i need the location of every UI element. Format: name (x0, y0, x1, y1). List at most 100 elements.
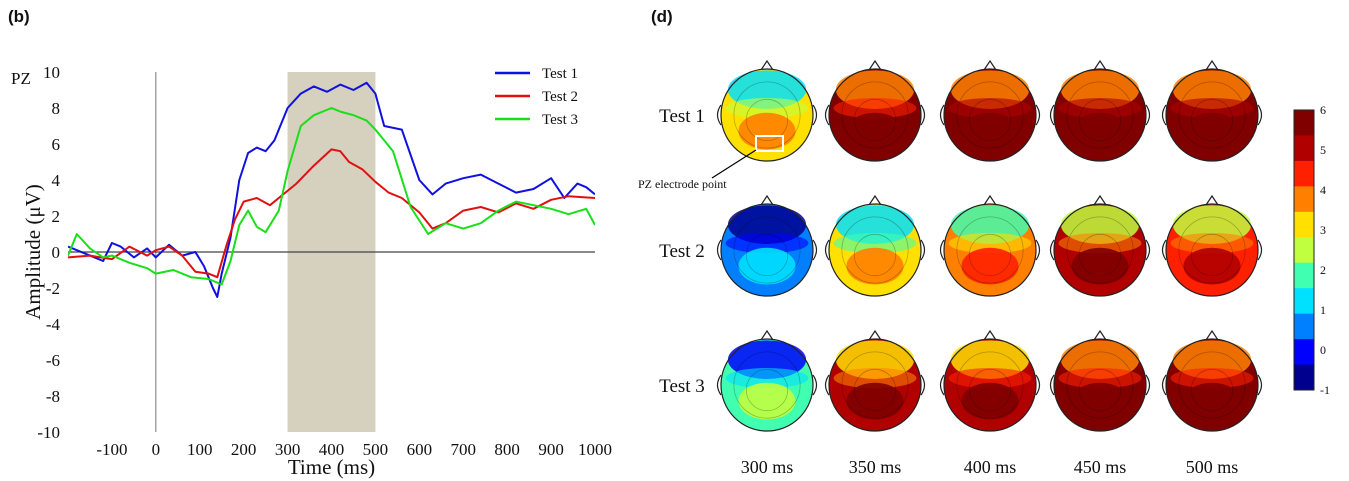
contour-line (1078, 233, 1122, 277)
scalp-outline (828, 68, 922, 162)
colorbar-segment (1294, 211, 1314, 238)
parietal-core (961, 382, 1019, 420)
contour-line (853, 98, 897, 142)
ear-left (824, 239, 830, 261)
contour-line (1190, 233, 1234, 277)
x-tick-label: 900 (538, 440, 564, 459)
ear-left (1049, 104, 1055, 126)
ear-right (1035, 374, 1041, 396)
scalp-outline (720, 338, 814, 432)
nose (1205, 194, 1219, 206)
parietal-core (1071, 112, 1129, 150)
nose (868, 194, 882, 206)
legend-label-1: Test 1 (542, 66, 578, 82)
scalp-outline (720, 68, 814, 162)
nose (760, 59, 774, 71)
nose (1093, 329, 1107, 341)
x-tick-label: 0 (152, 440, 161, 459)
ear-right (920, 374, 926, 396)
contour-line (1066, 81, 1134, 149)
y-tick-label: -2 (46, 279, 60, 298)
nose (983, 59, 997, 71)
nose (868, 59, 882, 71)
scalp-map (1161, 329, 1263, 432)
colorbar-tick-label: 4 (1320, 183, 1326, 197)
y-tick-label: 2 (52, 207, 61, 226)
central-band (948, 232, 1032, 254)
contour-line (956, 216, 1024, 284)
y-tick-label: -6 (46, 351, 60, 370)
colorbar-segment (1294, 313, 1314, 340)
row-label-2: Test 2 (659, 241, 705, 262)
central-band (1058, 232, 1142, 254)
central-band (725, 97, 809, 119)
scalp-outline (828, 203, 922, 297)
parietal-core (1183, 247, 1241, 285)
y-tick-label: 4 (52, 171, 61, 190)
central-band (725, 232, 809, 254)
nose (868, 329, 882, 341)
y-tick-label: -4 (46, 315, 61, 334)
contour-line (841, 351, 909, 419)
central-band (725, 367, 809, 389)
parietal-core (1183, 382, 1241, 420)
central-band (833, 97, 917, 119)
x-tick-label: 700 (451, 440, 477, 459)
ear-left (1161, 239, 1167, 261)
contour-line (853, 368, 897, 412)
ear-right (1257, 104, 1263, 126)
scalp-map (824, 194, 926, 297)
ear-right (812, 104, 818, 126)
colorbar-tick-label: 1 (1320, 303, 1326, 317)
central-band (1058, 367, 1142, 389)
central-band (833, 232, 917, 254)
nose (1205, 329, 1219, 341)
scalp-map (716, 329, 818, 432)
scalp-map (1049, 329, 1151, 432)
x-axis-title: Time (ms) (288, 455, 375, 479)
scalp-map (716, 59, 818, 162)
x-tick-label: 300 (275, 440, 301, 459)
contour-line (745, 98, 789, 142)
contour-line (968, 233, 1012, 277)
pz-electrode-marker (755, 135, 784, 152)
colorbar-segment (1294, 237, 1314, 264)
contour-line (1178, 216, 1246, 284)
scalp-map (824, 59, 926, 162)
ear-left (939, 374, 945, 396)
parietal-core (1071, 382, 1129, 420)
scalp-map (1161, 194, 1263, 297)
series-line-3 (68, 107, 595, 286)
colorbar-segment (1294, 288, 1314, 315)
nose (983, 329, 997, 341)
contour-line (745, 368, 789, 412)
contour-line (1190, 368, 1234, 412)
time-label-5: 500 ms (1186, 457, 1239, 477)
ear-left (716, 374, 722, 396)
parietal-core (1071, 247, 1129, 285)
x-tick-label: 500 (363, 440, 389, 459)
nose (1093, 194, 1107, 206)
parietal-core (738, 382, 796, 420)
row-label-1: Test 1 (659, 106, 705, 127)
nose (760, 194, 774, 206)
colorbar-frame (1293, 109, 1315, 391)
central-band (1170, 367, 1254, 389)
scalp-map (1049, 194, 1151, 297)
central-band (1170, 232, 1254, 254)
contour-line (1178, 351, 1246, 419)
nose (1093, 59, 1107, 71)
time-label-3: 400 ms (964, 457, 1017, 477)
ear-left (716, 239, 722, 261)
scalp-map (824, 329, 926, 432)
colorbar-tick-label: -1 (1320, 383, 1330, 397)
contour-line (1066, 216, 1134, 284)
parietal-core (1183, 112, 1241, 150)
contour-line (745, 233, 789, 277)
ear-right (1257, 239, 1263, 261)
scalp-map (1161, 59, 1263, 162)
ear-right (1035, 239, 1041, 261)
contour-line (956, 351, 1024, 419)
contour-line (956, 81, 1024, 149)
